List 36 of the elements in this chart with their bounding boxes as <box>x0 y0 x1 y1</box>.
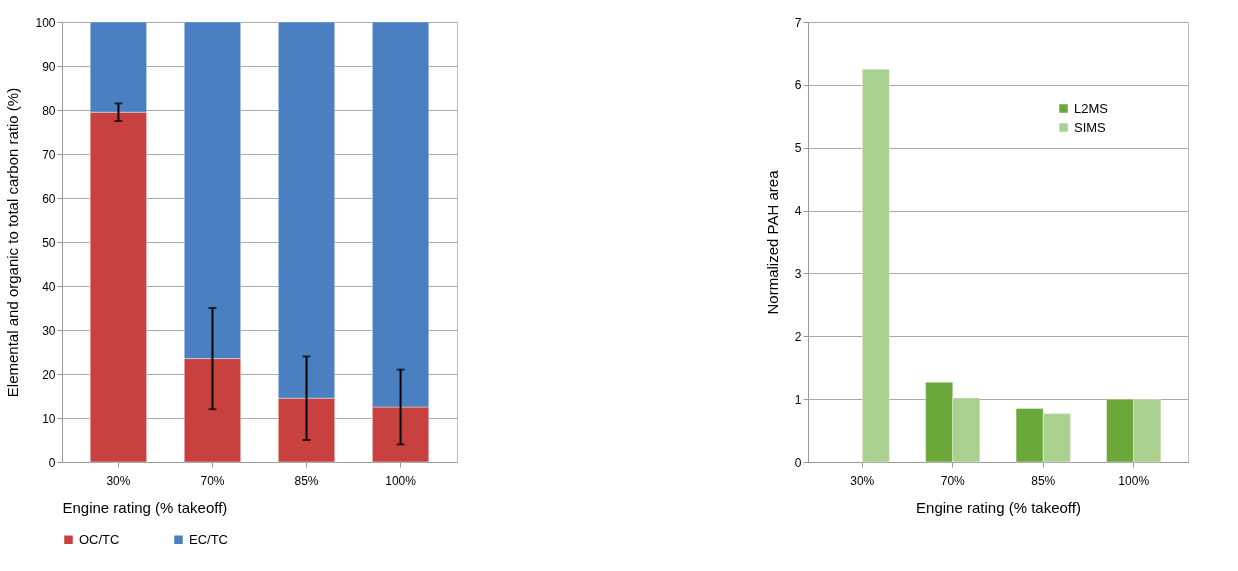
x-tick-label: 85% <box>294 473 319 488</box>
x-tick-label: 100% <box>1118 473 1150 488</box>
y-axis-title: Normalized PAH area <box>763 169 781 315</box>
x-tick-label: 70% <box>940 473 966 488</box>
y-axis-title: Elemental and organic to total carbon ratio (%) <box>4 87 22 398</box>
y-tick-label: 70 <box>42 147 56 162</box>
legend-label: EC/TC <box>189 531 228 547</box>
y-tick-label: 5 <box>794 141 802 156</box>
x-tick-label: 100% <box>385 473 417 488</box>
x-tick-label: 30% <box>850 473 875 488</box>
y-tick-label: 3 <box>794 266 802 281</box>
y-tick-label: 1 <box>794 392 802 407</box>
y-tick-label: 2 <box>794 329 802 344</box>
y-tick-label: 7 <box>794 15 802 30</box>
y-tick-label: 30 <box>42 323 56 338</box>
bar <box>861 68 890 463</box>
y-tick-label: 80 <box>42 103 56 118</box>
y-tick-label: 40 <box>42 279 56 294</box>
legend-label: L2MS <box>1074 100 1109 116</box>
y-tick-label: 10 <box>42 411 56 426</box>
x-tick-label: 70% <box>200 473 225 488</box>
y-tick-label: 20 <box>42 367 56 382</box>
x-axis-title: Engine rating (% takeoff) <box>916 498 1081 516</box>
legend-label: SIMS <box>1074 119 1107 135</box>
legend-label: OC/TC <box>79 531 120 547</box>
y-tick-label: 90 <box>42 59 56 74</box>
y-tick-label: 0 <box>48 455 56 470</box>
x-axis-title: Engine rating (% takeoff) <box>62 498 228 516</box>
x-tick-label: 85% <box>1031 473 1056 488</box>
y-tick-label: 0 <box>794 455 802 470</box>
y-tick-label: 6 <box>794 78 802 93</box>
y-tick-label: 100 <box>35 15 56 30</box>
y-tick-label: 60 <box>42 191 56 206</box>
y-tick-label: 50 <box>42 235 56 250</box>
x-tick-label: 30% <box>106 473 131 488</box>
y-tick-label: 4 <box>794 204 802 219</box>
